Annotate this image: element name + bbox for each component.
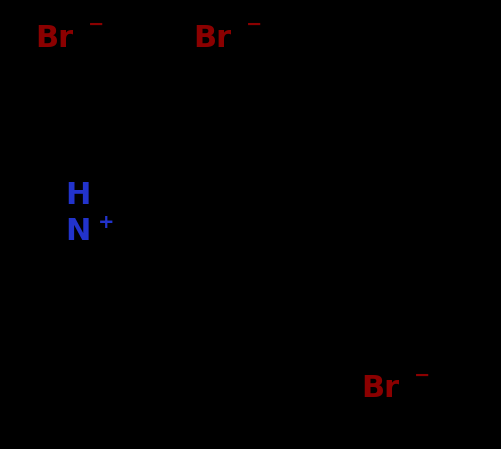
Text: −: − <box>413 365 430 384</box>
Text: N: N <box>65 217 91 246</box>
Text: H: H <box>65 181 91 210</box>
Text: Br: Br <box>193 24 231 53</box>
Text: −: − <box>88 15 104 34</box>
Text: Br: Br <box>361 374 399 403</box>
Text: Br: Br <box>35 24 73 53</box>
Text: +: + <box>98 213 114 232</box>
Text: −: − <box>245 15 262 34</box>
